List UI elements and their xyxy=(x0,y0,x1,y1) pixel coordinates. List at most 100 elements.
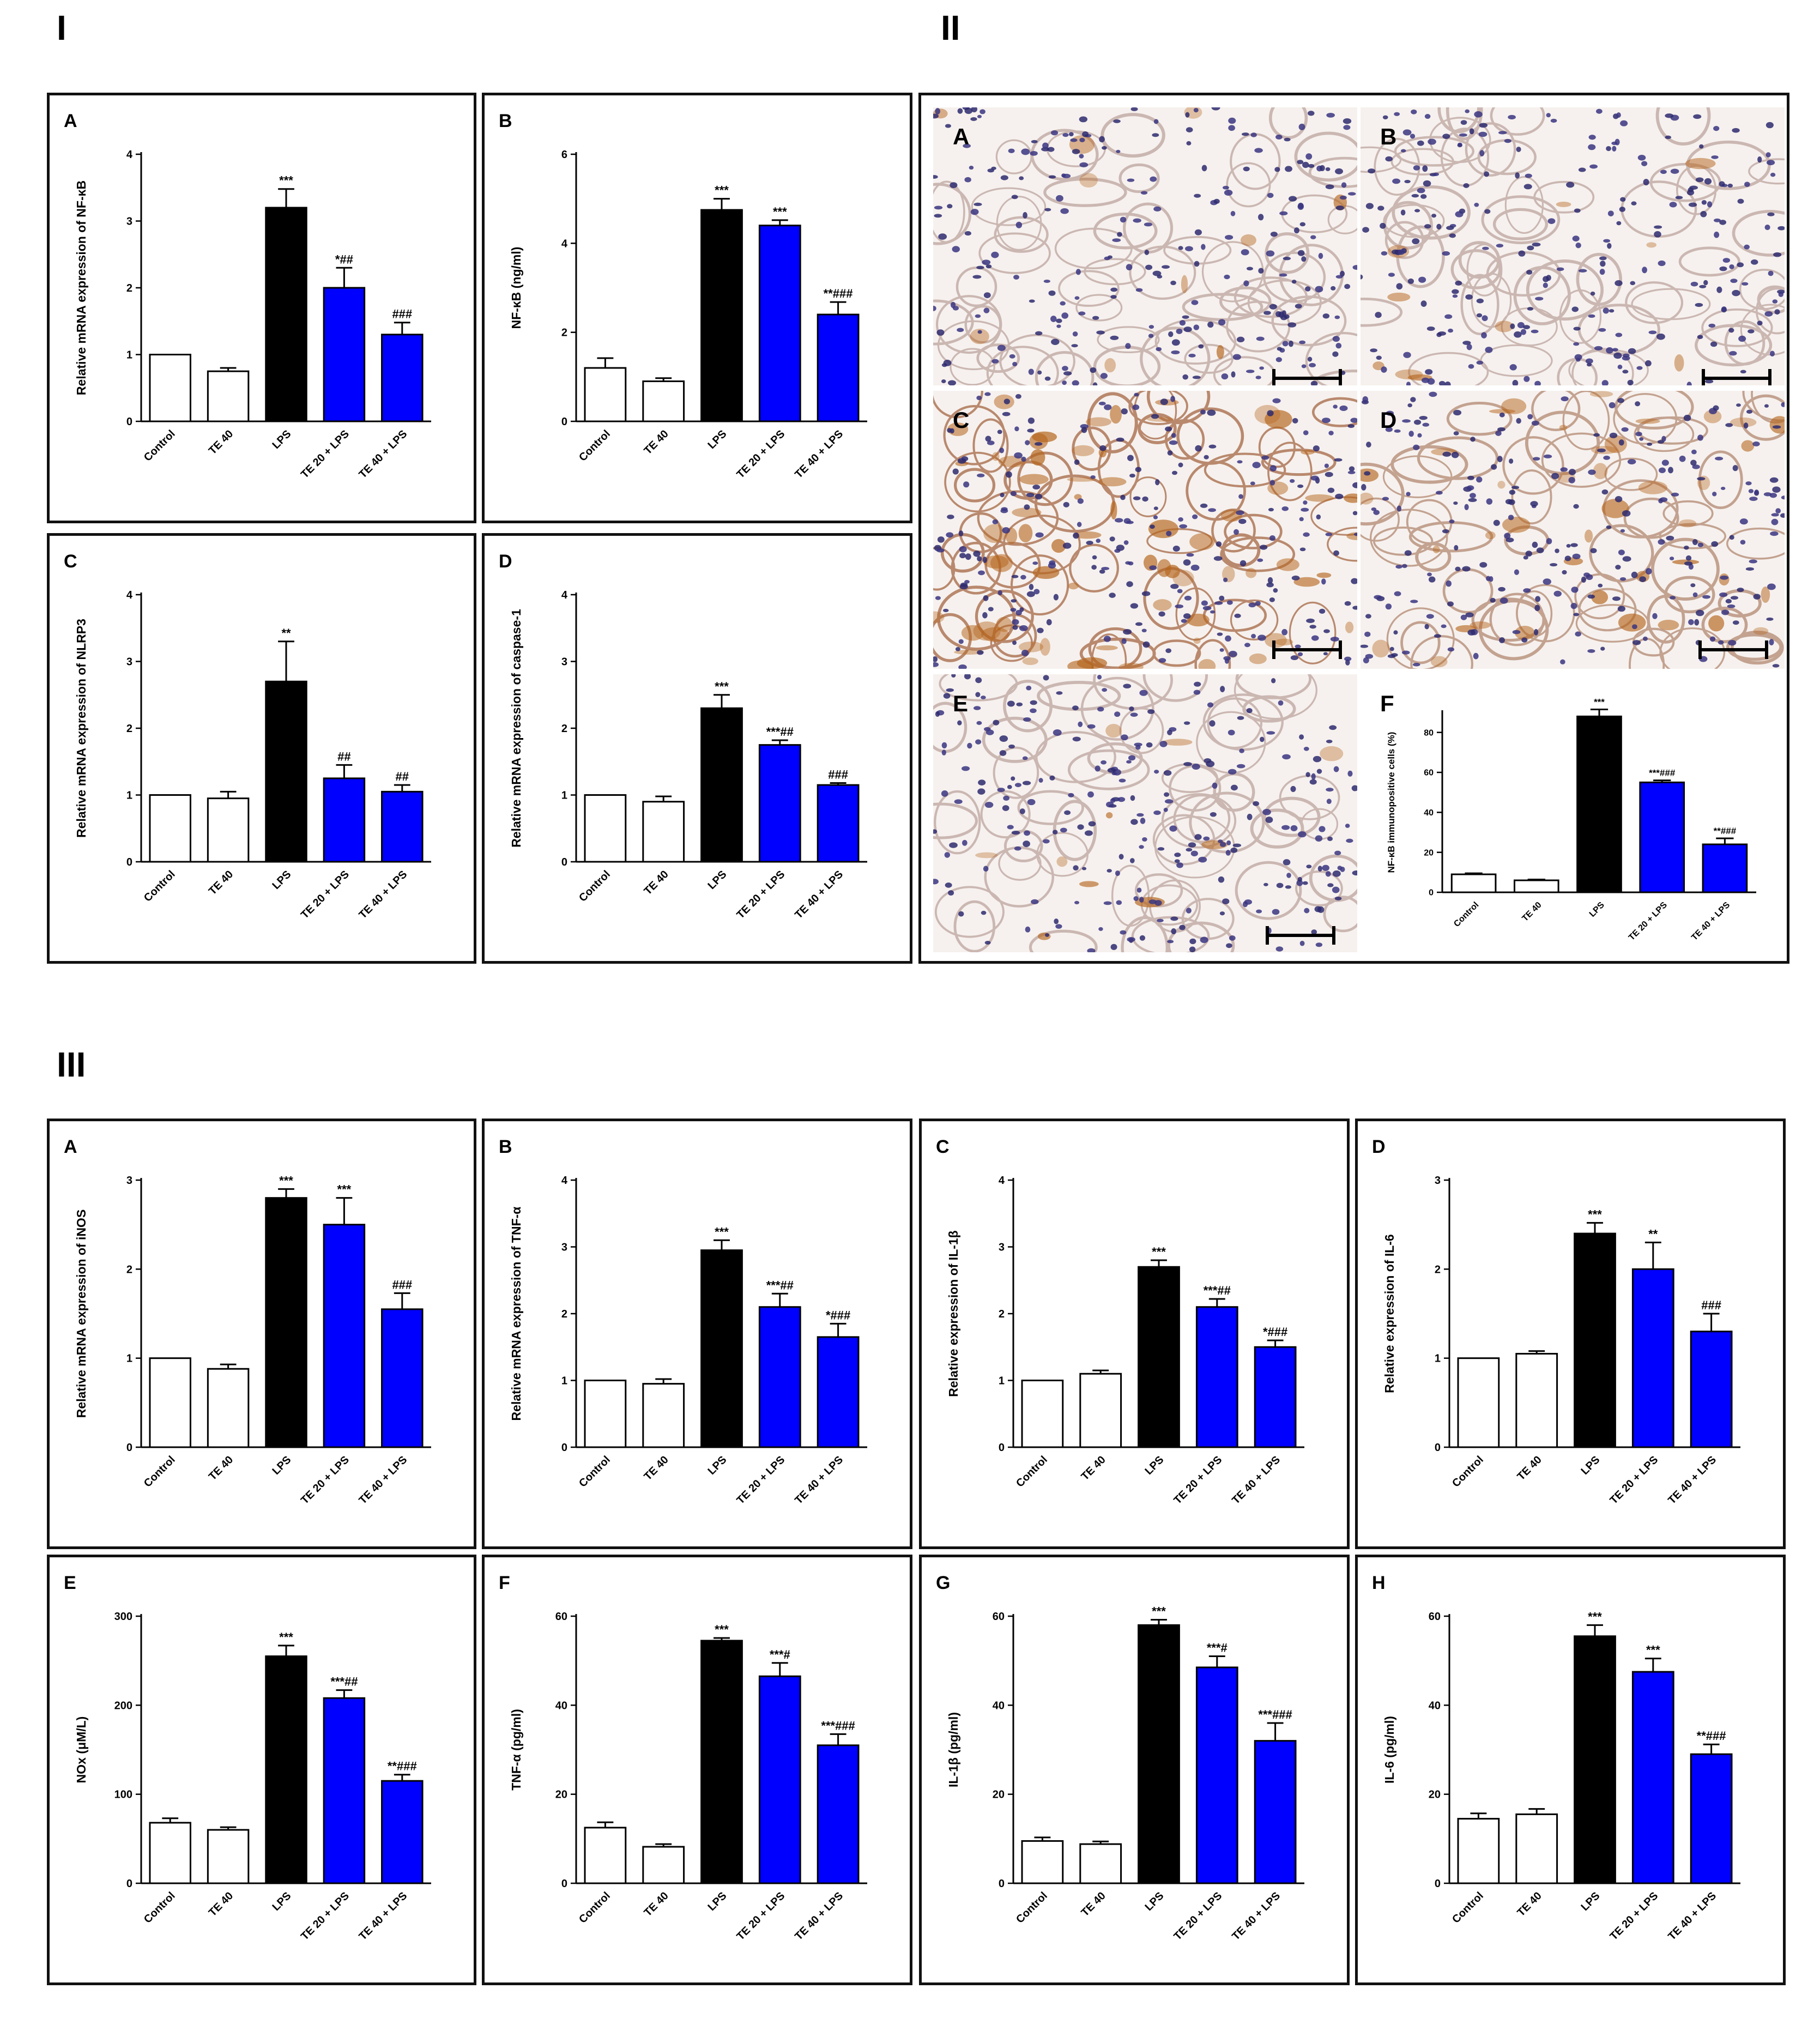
nucleus xyxy=(1109,593,1116,598)
nucleus xyxy=(1447,601,1454,607)
alveolus xyxy=(1309,854,1357,902)
stain-spot xyxy=(1658,620,1679,631)
nucleus xyxy=(1504,138,1511,143)
y-tick-label: 0 xyxy=(561,1878,567,1890)
nucleus xyxy=(1332,886,1340,893)
nucleus xyxy=(1130,603,1139,609)
nucleus xyxy=(1729,264,1734,269)
nucleus xyxy=(1659,497,1668,502)
nucleus xyxy=(1343,125,1351,130)
nucleus xyxy=(1434,634,1441,638)
nucleus xyxy=(1185,112,1190,118)
nucleus xyxy=(941,742,947,748)
nucleus xyxy=(1090,475,1096,479)
stain-spot xyxy=(1022,657,1038,666)
nucleus xyxy=(1394,429,1401,433)
nucleus xyxy=(1365,614,1371,619)
alveolus xyxy=(1101,113,1165,158)
nucleus xyxy=(1289,196,1297,202)
nucleus xyxy=(981,910,987,915)
panel-letter: G xyxy=(936,1573,951,1593)
nucleus xyxy=(1012,625,1018,630)
nucleus xyxy=(1352,606,1357,610)
stain-spot xyxy=(1193,637,1201,644)
nucleus xyxy=(1134,392,1139,397)
nucleus xyxy=(1129,858,1135,863)
nucleus xyxy=(958,530,964,537)
nucleus xyxy=(1168,331,1174,337)
nucleus xyxy=(1157,847,1165,851)
stain-spot xyxy=(1559,425,1568,431)
tissue-image xyxy=(1361,391,1785,669)
panel-I-B: B 0 2 4 6 NF-κB (ng/ml) Control TE 40 *** LPS ***… xyxy=(482,93,912,523)
nucleus xyxy=(976,265,984,269)
nucleus xyxy=(1125,343,1131,349)
category-label: LPS xyxy=(1588,900,1606,919)
nucleus xyxy=(1169,825,1177,832)
category-label: TE 20 + LPS xyxy=(299,428,352,481)
category-label: TE 40 xyxy=(1515,1890,1544,1919)
nucleus xyxy=(1100,373,1108,379)
nucleus xyxy=(1561,396,1569,402)
nucleus xyxy=(1263,311,1271,315)
nucleus xyxy=(1419,415,1428,420)
stain-spot xyxy=(1039,638,1050,656)
nucleus xyxy=(1531,329,1539,334)
nucleus xyxy=(1474,111,1483,118)
nucleus xyxy=(1055,924,1062,929)
nucleus xyxy=(1396,505,1402,512)
nucleus xyxy=(1436,223,1442,230)
y-tick-label: 0 xyxy=(561,416,567,428)
nucleus xyxy=(1212,782,1218,789)
nucleus xyxy=(1008,148,1015,154)
nucleus xyxy=(1231,371,1236,378)
alveolus xyxy=(1446,402,1513,436)
alveolus xyxy=(1396,225,1445,288)
nucleus xyxy=(1118,854,1124,860)
nucleus xyxy=(1056,324,1061,328)
stain-spot xyxy=(1198,658,1216,669)
nucleus xyxy=(1692,592,1698,597)
nucleus xyxy=(1292,418,1298,424)
nucleus xyxy=(1305,286,1311,292)
nucleus xyxy=(977,556,982,561)
nucleus xyxy=(1271,678,1276,684)
nucleus xyxy=(1172,545,1180,552)
nucleus xyxy=(1412,238,1420,245)
stain-spot xyxy=(1761,586,1770,603)
nucleus xyxy=(1032,485,1041,490)
nucleus xyxy=(1332,336,1340,342)
nucleus xyxy=(1459,133,1467,137)
nucleus xyxy=(1711,155,1719,159)
nucleus xyxy=(1024,830,1031,836)
nucleus xyxy=(1253,801,1260,806)
stain-spot xyxy=(1110,404,1122,424)
alveolus xyxy=(1111,865,1150,927)
category-label: LPS xyxy=(1142,1454,1166,1477)
nucleus xyxy=(1116,149,1121,153)
nucleus xyxy=(1697,434,1703,441)
y-tick-label: 100 xyxy=(114,1789,132,1801)
y-axis-label: NF-κB (ng/ml) xyxy=(509,247,523,329)
nucleus xyxy=(1335,275,1343,279)
nucleus xyxy=(1413,444,1420,450)
nucleus xyxy=(1201,244,1206,250)
nucleus xyxy=(1460,120,1467,125)
nucleus xyxy=(999,750,1007,756)
category-label: Control xyxy=(142,1454,178,1490)
nucleus xyxy=(1130,107,1138,111)
nucleus xyxy=(1588,144,1596,150)
nucleus xyxy=(1116,900,1122,905)
stain-spot xyxy=(1730,417,1757,427)
panel-I-A: A 0 1 2 3 4 Relative mRNA expression of NF-κB… xyxy=(47,93,476,523)
nucleus xyxy=(1007,785,1012,789)
nucleus xyxy=(1732,289,1740,297)
category-label: TE 20 + LPS xyxy=(299,1890,352,1943)
nucleus xyxy=(1194,194,1201,198)
nucleus xyxy=(1644,360,1652,367)
nucleus xyxy=(1757,156,1762,163)
nucleus xyxy=(1414,209,1420,213)
nucleus xyxy=(1572,235,1580,241)
y-tick-label: 0 xyxy=(1435,1442,1441,1454)
